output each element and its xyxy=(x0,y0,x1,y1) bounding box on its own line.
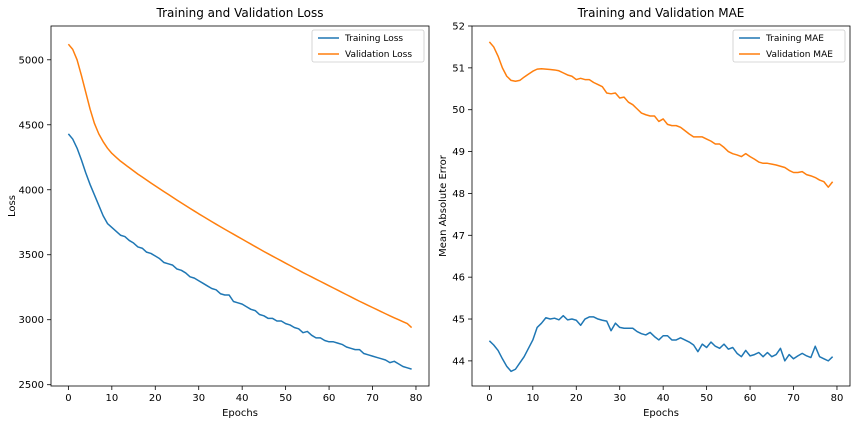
mae-x-tick-label: 10 xyxy=(526,393,539,404)
mae-x-tick-label: 20 xyxy=(570,393,583,404)
mae-chart: Training and Validation MAE 0 10 20 30 40 50 6… xyxy=(438,6,851,419)
mae-x-tick-label: 70 xyxy=(787,393,800,404)
mae-x-tick-label: 40 xyxy=(657,393,670,404)
mae-x-tick-label: 60 xyxy=(744,393,757,404)
mae-series-training-line xyxy=(488,314,834,373)
mae-legend-label-training: Training MAE xyxy=(765,34,824,44)
loss-x-tick-label: 60 xyxy=(323,393,336,404)
loss-series-training-line xyxy=(67,133,412,370)
loss-x-tick-label: 10 xyxy=(105,393,118,404)
mae-plot-area: 0 10 20 30 40 50 60 70 80 44 45 46 47 48 49 50 51 52 xyxy=(452,22,843,405)
mae-y-tick-label: 44 xyxy=(452,356,465,367)
mae-y-tick-label: 51 xyxy=(452,63,465,74)
loss-y-tick-label: 3500 xyxy=(19,250,44,261)
mae-x-tick-label: 0 xyxy=(486,393,492,404)
loss-x-tick-label: 30 xyxy=(192,393,205,404)
mae-x-tick-label: 30 xyxy=(613,393,626,404)
mae-y-tick-label: 47 xyxy=(452,231,465,242)
loss-plot-area: 0 10 20 30 40 50 60 70 80 2500 3000 3500 4000 4500 500… xyxy=(19,43,423,404)
mae-axes-frame xyxy=(471,25,851,387)
loss-series-validation-line xyxy=(67,43,413,329)
loss-chart: Training and Validation Loss 0 10 20 30 40 50… xyxy=(7,6,430,419)
loss-legend-label-training: Training Loss xyxy=(344,34,403,44)
loss-x-tick-label: 70 xyxy=(366,393,379,404)
mae-series-validation-line xyxy=(488,41,834,188)
mae-legend-label-validation: Validation MAE xyxy=(766,50,833,60)
loss-x-tick-label: 40 xyxy=(236,393,249,404)
mae-legend: Training MAE Validation MAE xyxy=(732,29,846,63)
loss-x-tick-label: 80 xyxy=(410,393,423,404)
loss-chart-title: Training and Validation Loss xyxy=(156,6,324,20)
mae-x-tick-label: 50 xyxy=(700,393,713,404)
mae-y-tick-label: 50 xyxy=(452,105,465,116)
mae-y-tick-label: 46 xyxy=(452,273,465,284)
mae-chart-title: Training and Validation MAE xyxy=(577,6,745,20)
loss-y-tick-label: 4500 xyxy=(19,120,44,131)
loss-y-tick-label: 3000 xyxy=(19,315,44,326)
mae-y-tick-label: 49 xyxy=(452,147,465,158)
loss-legend-label-validation: Validation Loss xyxy=(345,50,412,60)
mae-y-tick-label: 48 xyxy=(452,189,465,200)
loss-y-tick-label: 5000 xyxy=(19,55,44,66)
loss-y-tick-label: 2500 xyxy=(19,380,44,391)
loss-x-tick-label: 50 xyxy=(279,393,292,404)
mae-y-tick-label: 52 xyxy=(452,22,465,33)
loss-x-tick-label: 20 xyxy=(149,393,162,404)
mae-y-tick-label: 45 xyxy=(452,315,465,326)
loss-y-tick-label: 4000 xyxy=(19,185,44,196)
mae-x-tick-label: 80 xyxy=(831,393,844,404)
loss-x-tick-label: 0 xyxy=(65,393,71,404)
loss-x-axis-label: Epochs xyxy=(222,408,258,419)
mae-y-axis-label: Mean Absolute Error xyxy=(438,154,449,257)
loss-legend: Training Loss Validation Loss xyxy=(311,29,425,63)
loss-legend-box xyxy=(311,29,425,63)
loss-y-axis-label: Loss xyxy=(7,195,18,217)
mae-legend-box xyxy=(732,29,846,63)
mae-x-axis-label: Epochs xyxy=(643,408,679,419)
loss-axes-frame xyxy=(50,25,430,387)
